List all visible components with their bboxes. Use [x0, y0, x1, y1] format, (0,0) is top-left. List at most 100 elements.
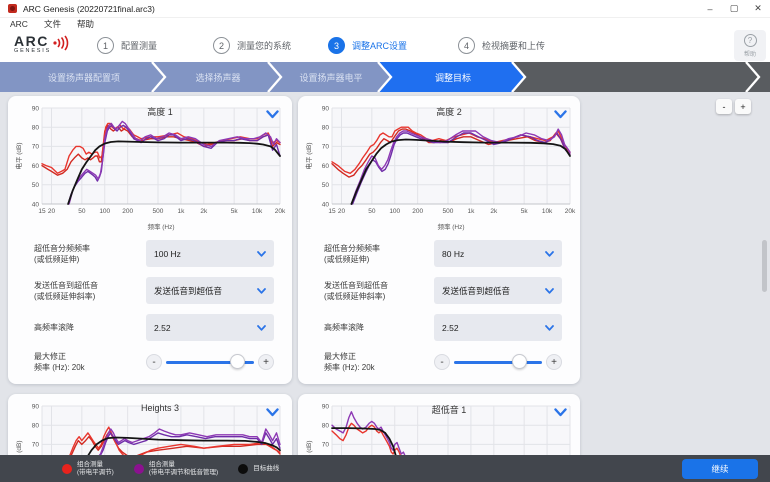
svg-text:90: 90 [32, 105, 40, 112]
dropdown-value: 80 Hz [442, 248, 465, 259]
crossover-frequency-dropdown[interactable]: 80 Hz [434, 240, 562, 267]
step-2-label: 测量您的系统 [237, 41, 292, 51]
svg-text:2k: 2k [200, 208, 208, 215]
svg-text:40: 40 [32, 201, 40, 208]
high-frequency-rolloff-dropdown[interactable]: 2.52 [146, 314, 274, 341]
logo-subtext: GENESIS [14, 48, 52, 54]
breadcrumb-segment-3[interactable] [378, 62, 525, 92]
dropdown-value: 2.52 [154, 322, 171, 333]
slider-track[interactable] [454, 354, 542, 370]
help-button[interactable]: ? 帮助 [734, 30, 766, 61]
svg-text:500: 500 [153, 208, 164, 215]
content-area: 40 50 60 70 80 90 15 20 50 100 200 500 1k 2k 5k 10k 20k 电… [0, 92, 770, 482]
crossover-frequency-dropdown[interactable]: 100 Hz [146, 240, 274, 267]
svg-text:设置扬声器电平: 设置扬声器电平 [299, 72, 362, 83]
collapse-panel-chevron-icon[interactable] [553, 405, 567, 417]
close-button[interactable]: ✕ [754, 3, 762, 13]
legend-measurement-leveled: 组合测量 (带电平调节) [62, 461, 114, 477]
breadcrumb-segment-0[interactable] [0, 62, 165, 92]
legend-label: 组合测量 [148, 460, 175, 468]
slider-knob[interactable] [512, 354, 527, 369]
svg-text:40: 40 [322, 201, 330, 208]
maximize-button[interactable]: ▢ [729, 3, 739, 13]
step-1-number: 1 [97, 37, 114, 54]
field-sublabel: (或低频延伸斜率) [34, 291, 96, 301]
crossover-frequency-row: 超低音分频频率 (或低频延伸) 80 Hz [324, 240, 562, 267]
zoom-controls: - + [716, 99, 751, 114]
slider-plus-button[interactable]: + [258, 354, 274, 370]
step-4-label: 检视摘要和上传 [482, 41, 546, 51]
legend-label: 组合测量 [77, 460, 103, 468]
svg-text:90: 90 [32, 403, 40, 410]
svg-text:80: 80 [32, 125, 40, 132]
step-4-review-upload[interactable]: 4 检视摘要和上传 [458, 37, 545, 54]
red-dot-icon [62, 463, 72, 474]
legend-sublabel: (带电平调节) [77, 468, 114, 476]
slider-knob[interactable] [230, 354, 246, 369]
svg-text:5k: 5k [231, 208, 239, 215]
minimize-button[interactable]: – [707, 3, 713, 14]
bass-routing-dropdown[interactable]: 发送低音到超低音 [146, 277, 274, 304]
question-mark-icon: ? [743, 33, 757, 47]
continue-button[interactable]: 继续 [682, 458, 758, 479]
zoom-out-button[interactable]: - [716, 99, 732, 114]
max-correction-frequency-row: 最大修正 频率 (Hz): 20k - + [324, 351, 562, 373]
bass-routing-dropdown[interactable]: 发送低音到超低音 [434, 277, 562, 304]
breadcrumb-segment-2[interactable] [268, 62, 391, 92]
high-frequency-rolloff-row: 高频率滚降 2.52 [324, 314, 562, 341]
svg-text:频率 (Hz): 频率 (Hz) [437, 222, 464, 231]
menu-file[interactable]: 文件 [43, 19, 61, 29]
chevron-down-icon [545, 250, 554, 257]
arc-genesis-logo: ARC GENESIS [14, 34, 71, 55]
legend-bar: 组合测量 (带电平调节) 组合测量 (带电平调节和低音管理) 目标曲线 继续 [0, 455, 770, 482]
svg-text:50: 50 [322, 182, 330, 189]
step-3-adjust-arc-settings[interactable]: 3 调整ARC设置 [328, 37, 407, 54]
dropdown-value: 发送低音到超低音 [154, 285, 223, 296]
svg-text:20: 20 [338, 208, 346, 215]
help-label: 帮助 [743, 51, 756, 58]
legend-sublabel: (带电平调节和低音管理) [148, 468, 219, 476]
svg-text:2k: 2k [490, 208, 498, 215]
collapse-panel-chevron-icon[interactable] [265, 405, 279, 417]
high-frequency-rolloff-dropdown[interactable]: 2.52 [434, 314, 562, 341]
step-1-label: 配置测量 [121, 41, 158, 51]
zoom-in-button[interactable]: + [735, 99, 751, 114]
svg-text:15: 15 [328, 208, 336, 215]
svg-text:调整目标: 调整目标 [435, 72, 471, 83]
svg-text:500: 500 [443, 208, 454, 215]
chevron-down-icon [545, 287, 554, 294]
collapse-panel-chevron-icon[interactable] [265, 107, 279, 119]
step-4-number: 4 [458, 37, 475, 54]
svg-text:20k: 20k [275, 208, 286, 215]
svg-text:70: 70 [32, 442, 40, 449]
menu-arc[interactable]: ARC [10, 19, 28, 29]
field-label: 超低音分频频率 [34, 243, 90, 253]
step-2-measure-system[interactable]: 2 测量您的系统 [213, 37, 291, 54]
app-icon [8, 4, 17, 13]
breadcrumb[interactable]: 设置扬声器配置项 选择扬声器 设置扬声器电平 调整目标 [0, 61, 770, 93]
bass-routing-row: 发送低音到超低音 (或低频延伸斜率) 发送低音到超低音 [324, 277, 562, 304]
max-correction-frequency-row: 最大修正 频率 (Hz): 20k - + [34, 351, 274, 373]
dropdown-value: 100 Hz [154, 248, 181, 259]
step-1-configure-measurement[interactable]: 1 配置测量 [97, 37, 157, 54]
svg-text:60: 60 [32, 163, 40, 170]
chevron-down-icon [257, 250, 266, 257]
slider-minus-button[interactable]: - [146, 354, 162, 370]
slider-track[interactable] [166, 354, 254, 370]
svg-text:60: 60 [322, 163, 330, 170]
vertical-scrollbar[interactable] [762, 240, 767, 292]
dropdown-value: 发送低音到超低音 [442, 285, 511, 296]
svg-text:1k: 1k [467, 208, 475, 215]
breadcrumb-segment-1[interactable] [152, 62, 281, 92]
high-frequency-rolloff-row: 高频率滚降 2.52 [34, 314, 274, 341]
bass-routing-row: 发送低音到超低音 (或低频延伸斜率) 发送低音到超低音 [34, 277, 274, 304]
collapse-panel-chevron-icon[interactable] [553, 107, 567, 119]
field-label: 高频率滚降 [324, 323, 364, 332]
legend-target-curve: 目标曲线 [238, 463, 279, 474]
menu-help[interactable]: 帮助 [76, 19, 94, 29]
svg-text:20k: 20k [565, 208, 576, 215]
svg-text:70: 70 [32, 144, 40, 151]
svg-text:70: 70 [322, 442, 330, 449]
slider-minus-button[interactable]: - [434, 354, 450, 370]
slider-plus-button[interactable]: + [546, 354, 562, 370]
